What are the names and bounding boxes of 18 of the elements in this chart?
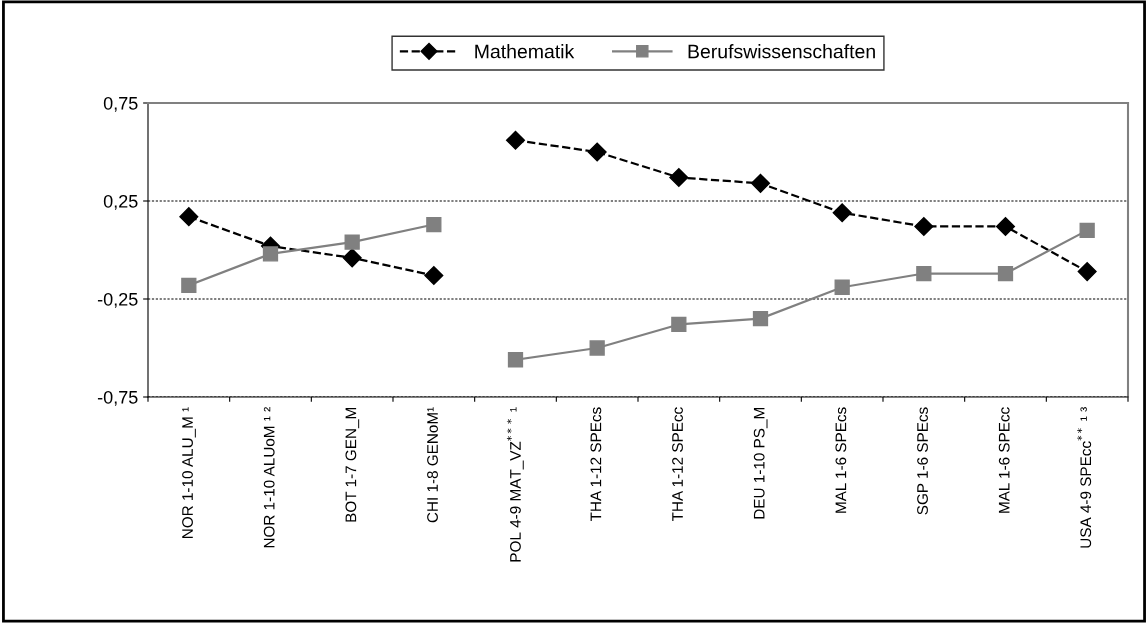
legend-label: Mathematik: [475, 44, 575, 59]
y-tick-label: -0,75: [97, 390, 138, 406]
y-tick-label: -0,25: [97, 292, 138, 308]
x-tick-label: CHI 1-8 GENoM¹: [427, 407, 438, 523]
x-tick-label: NOR 1-10 ALU_M ¹: [182, 407, 196, 538]
x-tick-label: THA 1-12 SPEcs: [590, 407, 602, 522]
x-tick-label: BOT 1-7 GEN_M: [345, 408, 360, 522]
x-tick-label: USA 4-9 SPEcc$^{**}$ ¹ ³: [1077, 407, 1092, 548]
x-tick-label: MAL 1-6 SPEcs: [835, 407, 847, 513]
x-tick-label: SGP 1-6 SPEcs: [917, 407, 928, 515]
legend-label: Berufswissenschaften: [688, 44, 875, 59]
x-tick-label: DEU 1-10 PS_M: [753, 408, 768, 519]
y-tick-label: 0,75: [103, 96, 138, 112]
x-tick-label: NOR 1-10 ALUoM ¹ ²: [263, 407, 275, 548]
x-tick-label: POL 4-9 MAT_VZ$^{***}$ ¹: [506, 407, 524, 562]
y-tick-label: 0,25: [103, 194, 138, 210]
x-tick-label: MAL 1-6 SPEcc: [998, 407, 1010, 513]
x-tick-label: THA 1-12 SPEcc: [672, 407, 683, 522]
